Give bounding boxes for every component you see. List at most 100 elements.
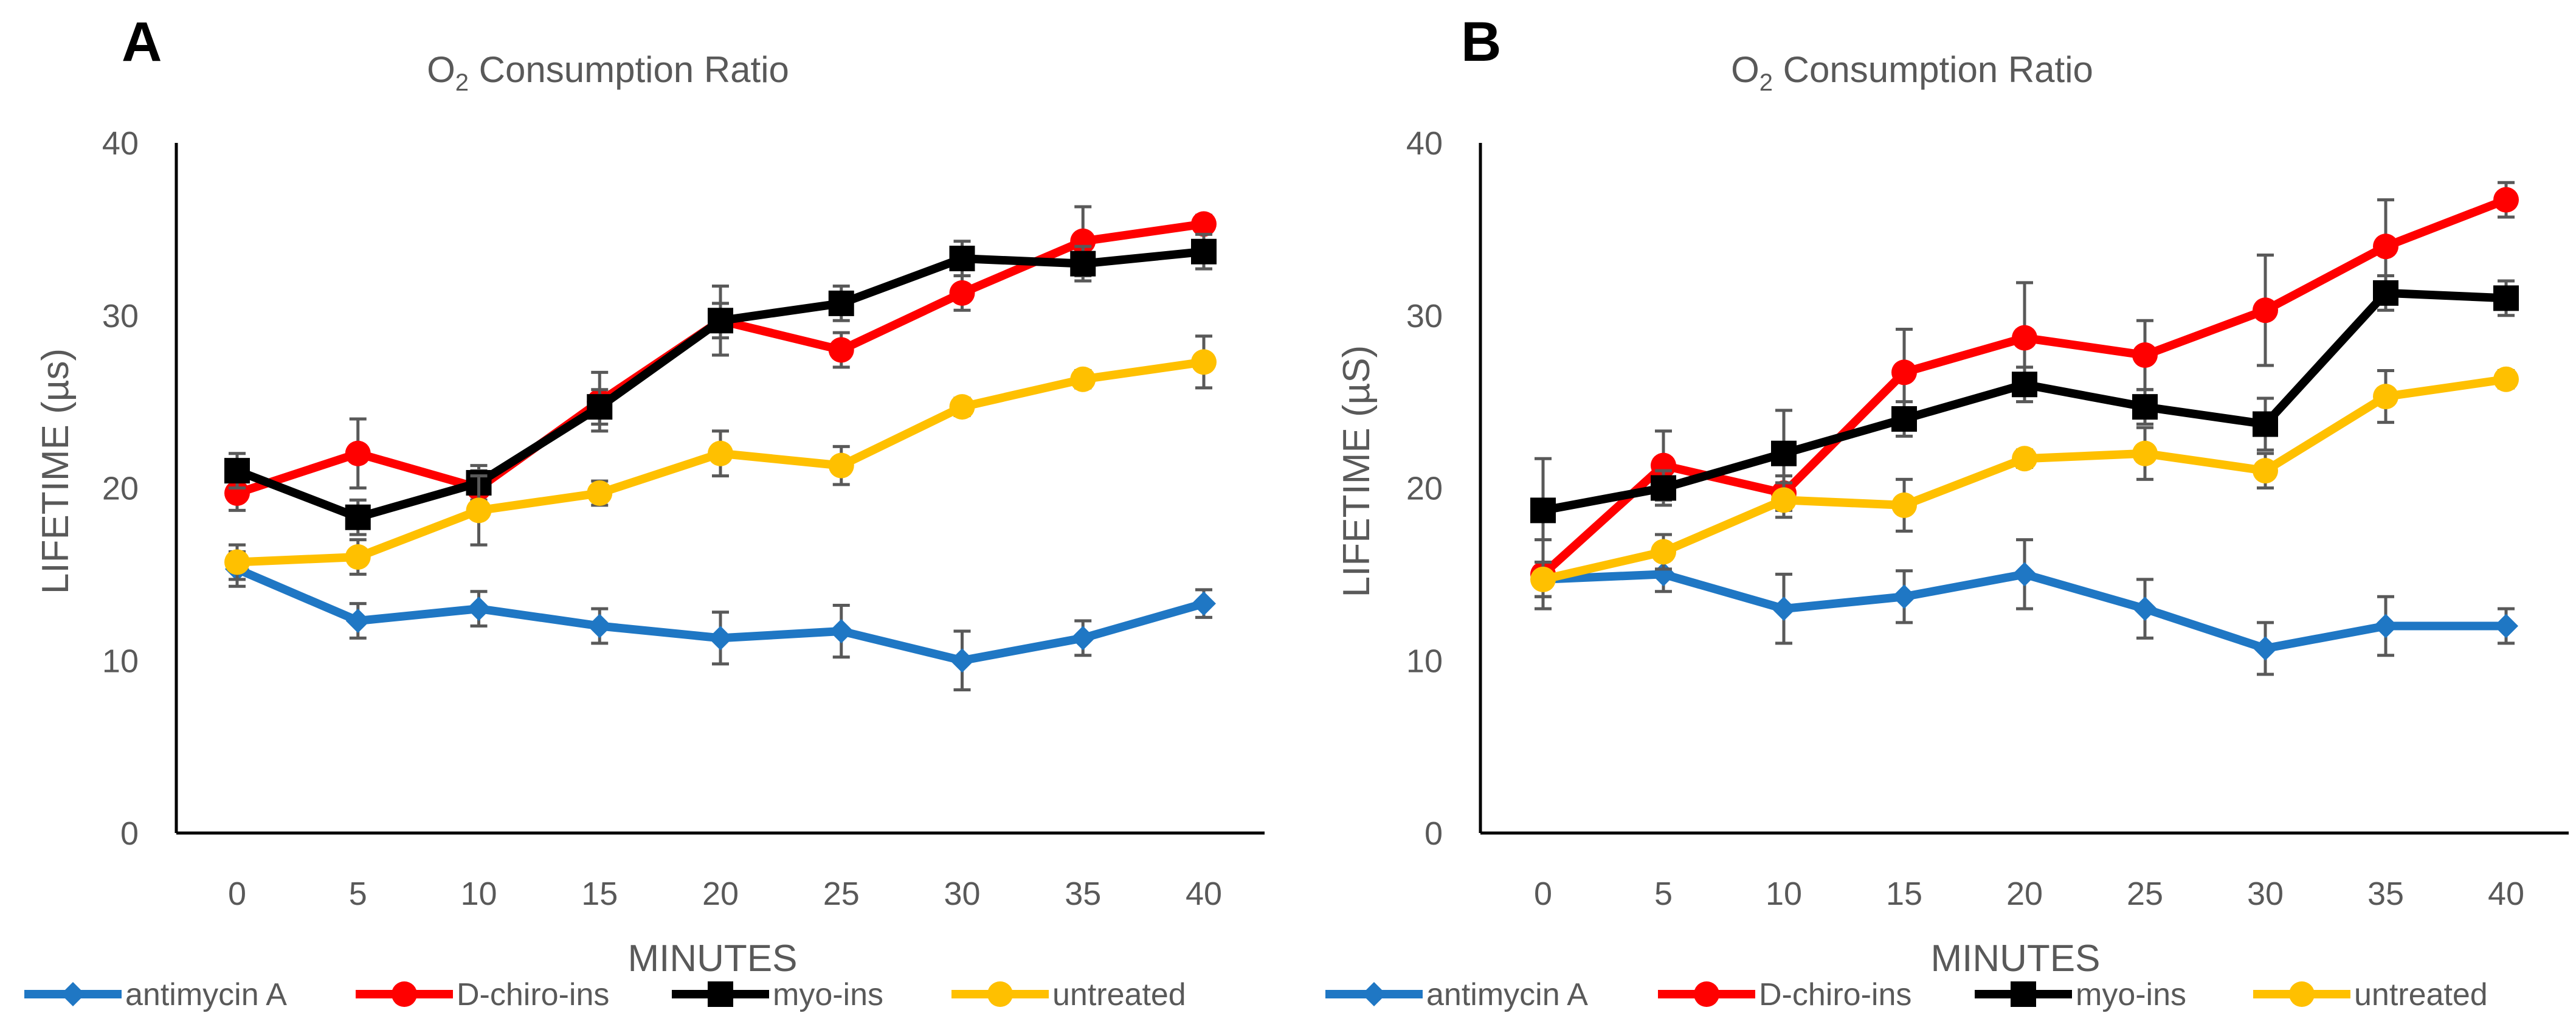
data-point: [2132, 394, 2158, 420]
x-tick-label: 5: [1654, 876, 1673, 912]
data-point: [1892, 584, 1916, 609]
legend-item-d-chiro-ins: D-chiro-ins: [1658, 977, 1911, 1012]
data-point: [1771, 487, 1797, 513]
x-axis-title: MINUTES: [1931, 938, 2101, 980]
data-point: [828, 290, 854, 316]
legend-item-myo-ins: myo-ins: [1975, 977, 2186, 1012]
x-tick-label: 25: [2127, 876, 2163, 912]
data-point: [345, 544, 371, 570]
data-point: [949, 280, 975, 306]
legend-item-myo-ins: myo-ins: [672, 977, 883, 1012]
x-tick-label: 30: [2247, 876, 2284, 912]
data-point: [2493, 187, 2519, 213]
legend-marker: [987, 981, 1013, 1007]
data-point: [2012, 446, 2037, 472]
data-point: [224, 549, 250, 575]
data-point: [708, 440, 733, 466]
legend-marker: [2289, 981, 2315, 1007]
x-tick-labels: 0 5 10 15 20 25 30 35 40: [228, 876, 1222, 912]
x-tick-label: 20: [702, 876, 739, 912]
x-tick-label: 15: [581, 876, 618, 912]
y-tick-labels: 0 10 20 30 40: [1406, 125, 1443, 852]
data-point: [1891, 359, 1917, 386]
data-point: [2374, 614, 2398, 638]
y-tick-label: 40: [1406, 125, 1443, 162]
x-tick-label: 10: [460, 876, 497, 912]
series-antimycin-a: [1531, 538, 2518, 676]
data-point: [587, 394, 613, 420]
series-antimycin-a: [225, 550, 1216, 691]
data-point: [2253, 297, 2278, 323]
legend-item-untreated: untreated: [951, 977, 1186, 1012]
data-point: [828, 337, 854, 363]
y-tick-label: 30: [102, 298, 139, 334]
data-point: [708, 308, 733, 334]
data-point: [345, 608, 370, 633]
data-point: [2133, 596, 2157, 621]
chart-panel-b: B O2 Consumption Ratio MINUTES LIFETIME …: [1325, 11, 2569, 1012]
data-point: [829, 619, 854, 644]
chart-title: O2 Consumption Ratio: [427, 49, 789, 96]
x-tick-label: 40: [2488, 876, 2524, 912]
y-axis-title: LIFETIME (µs): [35, 348, 77, 594]
data-point: [1191, 211, 1217, 237]
legend: antimycin A D-chiro-ins myo-ins untreated: [1325, 977, 2488, 1012]
legend-label: antimycin A: [1426, 977, 1588, 1012]
data-point: [828, 452, 854, 479]
legend-marker: [708, 981, 733, 1007]
data-point: [2253, 636, 2277, 661]
legend-label: D-chiro-ins: [1759, 977, 1911, 1012]
data-point: [2253, 411, 2278, 437]
data-point: [345, 504, 371, 530]
legend-label: untreated: [1052, 977, 1186, 1012]
y-tick-label: 20: [1406, 471, 1443, 507]
data-point: [1192, 591, 1216, 616]
data-point: [1191, 349, 1217, 375]
data-point: [2012, 325, 2037, 351]
x-tick-label: 35: [2367, 876, 2404, 912]
data-point: [466, 497, 492, 524]
legend-item-antimycin-a: antimycin A: [1325, 977, 1588, 1012]
x-tick-label: 0: [1534, 876, 1552, 912]
x-tick-labels: 0 5 10 15 20 25 30 35 40: [1534, 876, 2524, 912]
series-group: [224, 205, 1217, 691]
axes: [1479, 143, 2569, 835]
data-point: [224, 458, 250, 484]
x-tick-label: 25: [823, 876, 860, 912]
x-tick-label: 5: [349, 876, 367, 912]
legend-item-untreated: untreated: [2253, 977, 2488, 1012]
data-point: [345, 440, 371, 466]
y-tick-label: 0: [1424, 815, 1443, 852]
data-point: [950, 648, 975, 673]
panel-letter-a: A: [122, 11, 162, 73]
y-tick-label: 20: [102, 471, 139, 507]
x-tick-label: 30: [944, 876, 980, 912]
data-point: [1651, 475, 1676, 501]
legend-item-d-chiro-ins: D-chiro-ins: [356, 977, 609, 1012]
data-point: [1772, 596, 1796, 621]
data-point: [1530, 497, 1556, 524]
data-point: [1070, 251, 1096, 277]
axes: [174, 143, 1265, 835]
data-point: [2373, 233, 2398, 260]
data-point: [1070, 366, 1096, 392]
data-point: [2373, 280, 2398, 306]
data-point: [1191, 238, 1217, 265]
data-point: [949, 246, 975, 272]
chart-title: O2 Consumption Ratio: [1731, 49, 2093, 96]
series-myo-ins: [1530, 274, 2519, 564]
x-tick-label: 15: [1886, 876, 1922, 912]
x-tick-label: 35: [1065, 876, 1101, 912]
data-point: [2253, 458, 2278, 484]
legend-marker: [392, 981, 417, 1007]
data-point: [2132, 440, 2158, 466]
y-tick-label: 30: [1406, 298, 1443, 334]
data-point: [1891, 492, 1917, 518]
data-point: [1651, 539, 1676, 565]
data-point: [466, 596, 491, 621]
chart-panel-a: A O2 Consumption Ratio MINUTES LIFETIME …: [24, 11, 1265, 1012]
legend-label: myo-ins: [773, 977, 883, 1012]
data-point: [1771, 440, 1797, 466]
x-tick-label: 0: [228, 876, 246, 912]
data-point: [949, 394, 975, 420]
